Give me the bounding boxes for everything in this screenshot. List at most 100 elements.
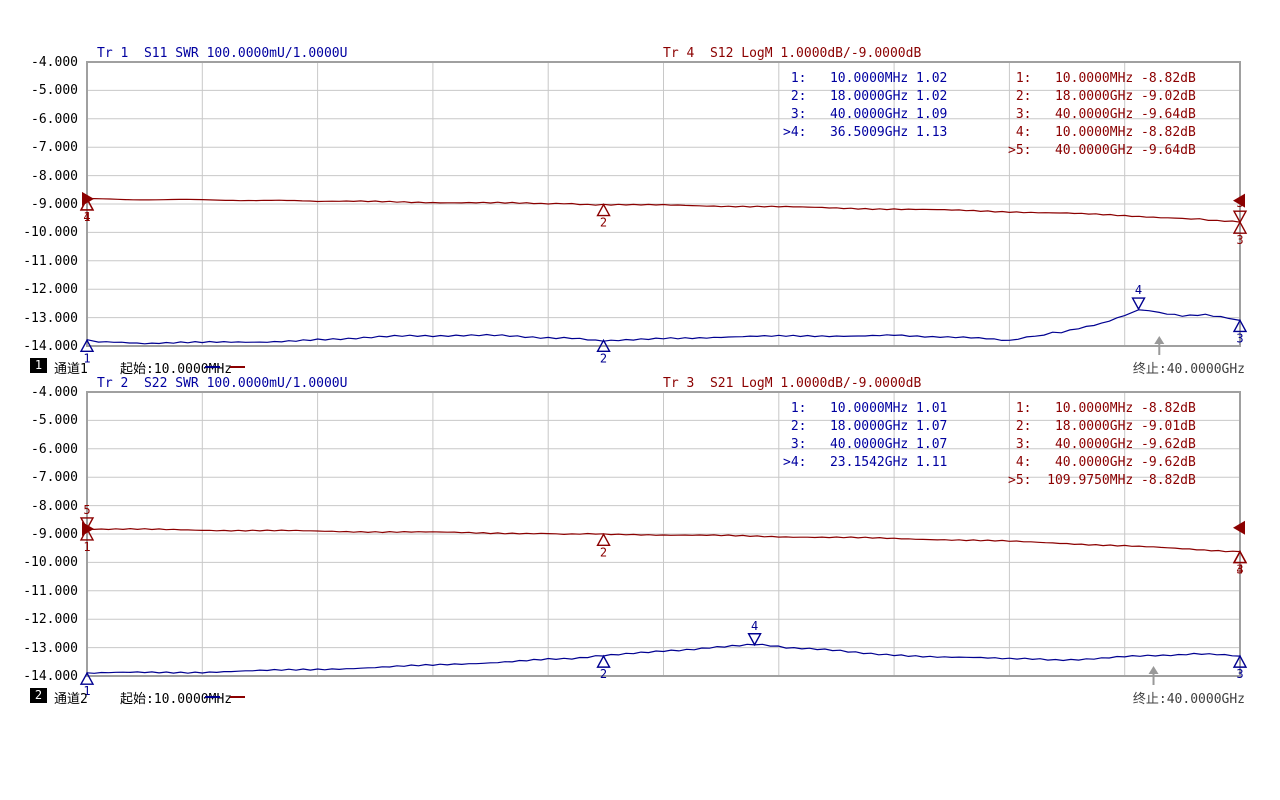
y-axis-tick-label: -14.000 xyxy=(23,339,78,354)
marker-glyph[interactable] xyxy=(1233,520,1245,535)
marker-row: >4: 36.5009GHz 1.13 xyxy=(783,125,948,140)
marker-row: 3: 40.0000GHz -9.62dB xyxy=(1008,437,1196,452)
marker-glyph[interactable] xyxy=(1232,220,1248,234)
ch1-logm-trace-legend-dash xyxy=(230,366,245,368)
marker-glyph[interactable] xyxy=(747,633,762,647)
y-axis-tick-label: -12.000 xyxy=(23,282,78,298)
ch1-swr-marker-table: 1: 10.0000MHz 1.02 2: 18.0000GHz 1.02 3:… xyxy=(783,70,947,142)
y-axis-tick-label: -7.000 xyxy=(31,470,78,486)
marker-glyph[interactable] xyxy=(1232,318,1248,333)
ch1-start-frequency: 起始:10.0000MHz xyxy=(120,362,233,377)
ch2-stop-frequency: 终止:40.0000GHz xyxy=(1132,692,1245,707)
svg-text:2: 2 xyxy=(600,545,607,559)
trace-tr-1-s11-swr[interactable] xyxy=(86,309,1241,345)
marker-glyph[interactable] xyxy=(79,197,95,211)
marker-row: 1: 10.0000MHz -8.82dB xyxy=(1008,401,1196,416)
y-axis-tick-label: -6.000 xyxy=(31,441,78,457)
ch2-logm-marker-table: 1: 10.0000MHz -8.82dB 2: 18.0000GHz -9.0… xyxy=(1008,400,1196,490)
marker-glyph[interactable] xyxy=(1232,550,1248,564)
ch2-logm-trace-legend-dash xyxy=(230,696,245,698)
y-axis-tick-label: -14.000 xyxy=(23,669,78,684)
svg-text:4: 4 xyxy=(751,619,758,633)
y-axis-tick-label: -9.000 xyxy=(31,527,78,542)
marker-row: 2: 18.0000GHz -9.01dB xyxy=(1008,419,1196,434)
svg-text:1: 1 xyxy=(83,540,90,554)
marker-glyph[interactable] xyxy=(79,527,95,541)
svg-text:4: 4 xyxy=(83,210,90,224)
marker-glyph[interactable] xyxy=(1232,210,1248,224)
y-axis-tick-label: -4.000 xyxy=(31,385,78,400)
svg-text:2: 2 xyxy=(600,351,607,365)
ch1-channel-number-box: 1 xyxy=(30,358,47,373)
marker-row: 1: 10.0000MHz 1.02 xyxy=(783,71,948,86)
marker-row: 3: 40.0000GHz 1.09 xyxy=(783,107,948,122)
y-axis-tick-label: -12.000 xyxy=(23,612,78,628)
svg-text:2: 2 xyxy=(600,667,607,681)
y-axis-tick-label: -5.000 xyxy=(31,413,78,429)
marker-glyph[interactable] xyxy=(596,203,611,217)
svg-text:1: 1 xyxy=(83,684,90,698)
marker-row: 4: 10.0000MHz -8.82dB xyxy=(1008,125,1196,140)
marker-row: 3: 40.0000GHz -9.64dB xyxy=(1008,107,1196,122)
ch2-swr-marker-table: 1: 10.0000MHz 1.01 2: 18.0000GHz 1.07 3:… xyxy=(783,400,947,472)
ch1-logm-marker-table: 1: 10.0000MHz -8.82dB 2: 18.0000GHz -9.0… xyxy=(1008,70,1196,160)
marker-glyph[interactable] xyxy=(1233,193,1245,208)
marker-glyph[interactable] xyxy=(79,338,95,353)
marker-glyph[interactable] xyxy=(79,671,95,685)
marker-glyph[interactable] xyxy=(596,532,611,546)
y-axis-tick-label: -8.000 xyxy=(31,168,78,184)
y-axis-tick-label: -11.000 xyxy=(23,583,78,599)
y-axis-tick-label: -6.000 xyxy=(31,111,78,127)
svg-text:4: 4 xyxy=(1236,563,1243,577)
marker-row: 1: 10.0000MHz -8.82dB xyxy=(1008,71,1196,86)
ch1-stop-frequency: 终止:40.0000GHz xyxy=(1132,362,1245,377)
svg-text:3: 3 xyxy=(1236,331,1243,345)
svg-text:5: 5 xyxy=(83,503,90,517)
marker-glyph[interactable] xyxy=(596,338,611,353)
ch1-swr-trace-legend-dash xyxy=(205,366,220,368)
marker-row: 2: 18.0000GHz -9.02dB xyxy=(1008,89,1196,104)
marker-row: 2: 18.0000GHz 1.07 xyxy=(783,419,948,434)
marker-row: 1: 10.0000MHz 1.01 xyxy=(783,401,948,416)
marker-row: >5: 40.0000GHz -9.64dB xyxy=(1008,143,1196,158)
sweep-indicator-arrowhead xyxy=(1154,336,1165,344)
svg-text:3: 3 xyxy=(1236,233,1243,247)
y-axis-tick-label: -10.000 xyxy=(23,225,78,241)
marker-row: 4: 40.0000GHz -9.62dB xyxy=(1008,455,1196,470)
y-axis-tick-label: -9.000 xyxy=(31,197,78,212)
marker-row: >4: 23.1542GHz 1.11 xyxy=(783,455,948,470)
svg-text:3: 3 xyxy=(1236,563,1243,577)
svg-text:2: 2 xyxy=(600,216,607,230)
svg-text:1: 1 xyxy=(83,351,90,365)
trace-tr-4-s12-logm[interactable] xyxy=(86,197,1241,223)
ch2-swr-trace-legend-dash xyxy=(205,696,220,698)
y-axis-tick-label: -4.000 xyxy=(31,55,78,70)
marker-row: >5: 109.9750MHz -8.82dB xyxy=(1008,473,1196,488)
trace-tr-2-s22-swr[interactable] xyxy=(86,643,1241,674)
ch2-trace2-header: Tr 2 S22 SWR 100.0000mU/1.0000U xyxy=(97,376,348,391)
marker-row: 2: 18.0000GHz 1.02 xyxy=(783,89,948,104)
y-axis-tick-label: -13.000 xyxy=(23,640,78,656)
ch1-trace1-header: Tr 1 S11 SWR 100.0000mU/1.0000U xyxy=(97,46,348,61)
ch2-trace3-header: Tr 3 S21 LogM 1.0000dB/-9.0000dB xyxy=(663,376,922,391)
sweep-indicator-arrowhead xyxy=(1148,666,1159,674)
marker-row: 3: 40.0000GHz 1.07 xyxy=(783,437,948,452)
marker-glyph[interactable] xyxy=(596,654,611,668)
ch2-channel-label: 通道2 xyxy=(54,692,88,707)
y-axis-tick-label: -11.000 xyxy=(23,253,78,269)
marker-glyph[interactable] xyxy=(1131,297,1146,311)
svg-text:1: 1 xyxy=(83,210,90,224)
y-axis-tick-label: -5.000 xyxy=(31,83,78,99)
y-axis-tick-label: -13.000 xyxy=(23,310,78,326)
ch1-channel-label: 通道1 xyxy=(54,362,88,377)
ch1-trace4-header: Tr 4 S12 LogM 1.0000dB/-9.0000dB xyxy=(663,46,922,61)
y-axis-tick-label: -8.000 xyxy=(31,498,78,514)
trace-tr-3-s21-logm[interactable] xyxy=(86,527,1241,553)
ch2-channel-number-box: 2 xyxy=(30,688,47,703)
y-axis-tick-label: -10.000 xyxy=(23,555,78,571)
y-axis-tick-label: -7.000 xyxy=(31,140,78,156)
marker-glyph[interactable] xyxy=(1232,654,1248,668)
svg-text:3: 3 xyxy=(1236,667,1243,681)
svg-text:4: 4 xyxy=(1135,283,1142,297)
